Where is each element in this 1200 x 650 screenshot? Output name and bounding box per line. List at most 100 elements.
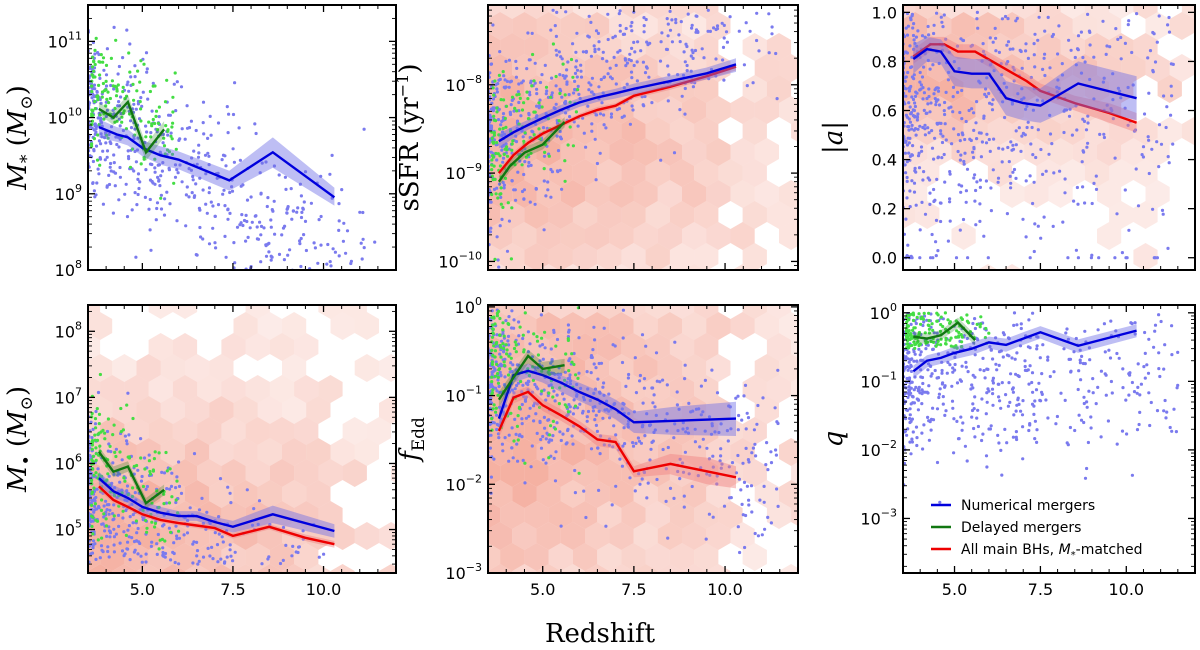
scatter-point-numerical [133, 127, 137, 131]
scatter-point-numerical [753, 531, 757, 536]
scatter-point-numerical [520, 189, 525, 194]
scatter-point-numerical [668, 9, 672, 13]
scatter-point-delayed [505, 145, 509, 149]
hexbin-cell [779, 222, 798, 250]
scatter-point-numerical [934, 240, 938, 244]
scatter-point-delayed [501, 205, 505, 209]
scatter-point-numerical [528, 406, 532, 410]
scatter-point-numerical [1003, 427, 1007, 431]
scatter-point-numerical [235, 225, 240, 229]
scatter-point-numerical [589, 83, 593, 87]
scatter-point-numerical [507, 343, 511, 347]
scatter-point-delayed [518, 325, 522, 329]
scatter-point-numerical [166, 133, 170, 137]
scatter-point-numerical [905, 179, 909, 183]
scatter-point-numerical [1077, 413, 1081, 417]
scatter-point-delayed [526, 153, 530, 157]
scatter-point-numerical [582, 489, 586, 493]
scatter-point-numerical [144, 168, 148, 172]
scatter-point-numerical [229, 554, 233, 558]
hexbin-cell [330, 564, 355, 573]
scatter-point-delayed [133, 133, 137, 137]
scatter-point-numerical [169, 558, 173, 562]
scatter-point-numerical [906, 125, 910, 129]
scatter-point-delayed [495, 106, 499, 110]
scatter-point-numerical [766, 515, 770, 520]
scatter-point-numerical [920, 402, 924, 406]
scatter-point-numerical [123, 552, 127, 556]
scatter-point-delayed [90, 142, 94, 146]
scatter-point-numerical [554, 450, 558, 454]
scatter-point-numerical [685, 426, 689, 430]
scatter-point-numerical [905, 254, 909, 258]
scatter-point-numerical [560, 95, 564, 99]
scatter-point-numerical [111, 511, 115, 516]
scatter-point-numerical [174, 486, 178, 490]
scatter-point-delayed [493, 322, 497, 326]
scatter-point-numerical [497, 384, 501, 389]
scatter-point-numerical [926, 58, 930, 63]
scatter-point-numerical [1032, 249, 1036, 254]
scatter-point-delayed [493, 257, 497, 261]
hexbin-cell [609, 312, 634, 340]
scatter-point-numerical [520, 390, 524, 394]
hexbin-cell [354, 312, 379, 340]
scatter-point-numerical [567, 330, 571, 334]
hexbin-cell [318, 305, 343, 319]
scatter-point-numerical [919, 145, 924, 149]
scatter-point-numerical [121, 516, 125, 520]
scatter-point-delayed [503, 176, 508, 180]
scatter-point-numerical [107, 555, 111, 559]
hexbin-cell [1036, 33, 1061, 61]
hexbin-cell [245, 417, 270, 445]
scatter-point-delayed [499, 345, 503, 349]
scatter-point-numerical [521, 135, 525, 139]
scatter-point-delayed [90, 439, 95, 443]
scatter-point-numerical [516, 459, 520, 463]
scatter-point-numerical [195, 540, 199, 545]
scatter-point-numerical [1068, 107, 1072, 111]
scatter-point-numerical [127, 524, 131, 528]
scatter-point-numerical [90, 96, 94, 100]
scatter-point-numerical [107, 442, 111, 446]
scatter-point-numerical [572, 351, 576, 356]
scatter-point-numerical [162, 213, 167, 217]
scatter-point-numerical [216, 203, 221, 207]
scatter-point-numerical [514, 75, 519, 79]
scatter-point-numerical [566, 323, 571, 327]
hexbin-cell [730, 180, 755, 208]
scatter-point-numerical [905, 196, 909, 200]
scatter-point-numerical [298, 239, 302, 243]
scatter-point-numerical [676, 429, 680, 433]
scatter-point-delayed [521, 333, 525, 337]
hexbin-cell [548, 5, 573, 19]
scatter-point-numerical [575, 393, 579, 397]
scatter-point-delayed [90, 478, 94, 482]
scatter-point-delayed [499, 186, 503, 190]
scatter-point-numerical [93, 132, 97, 136]
scatter-point-numerical [101, 149, 105, 153]
scatter-point-numerical [602, 326, 606, 330]
scatter-point-delayed [90, 122, 94, 126]
scatter-point-numerical [939, 201, 943, 205]
scatter-point-numerical [179, 85, 184, 89]
scatter-point-delayed [504, 125, 508, 129]
scatter-point-numerical [587, 14, 591, 18]
scatter-point-numerical [1126, 23, 1130, 27]
hexbin-cell [730, 222, 755, 250]
scatter-point-numerical [617, 12, 621, 16]
scatter-point-numerical [1033, 419, 1037, 423]
hexbin-cell [1001, 264, 1023, 270]
scatter-point-delayed [90, 447, 94, 451]
hexbin-cell [694, 375, 719, 403]
hexbin-cell [609, 96, 634, 124]
scatter-point-numerical [123, 192, 127, 196]
scatter-point-numerical [725, 40, 730, 44]
scatter-point-numerical [180, 180, 184, 184]
scatter-point-numerical [1085, 466, 1089, 471]
scatter-point-delayed [493, 374, 497, 378]
scatter-point-numerical [742, 480, 747, 484]
scatter-point-numerical [559, 524, 563, 528]
scatter-point-numerical [563, 370, 568, 374]
scatter-point-numerical [719, 454, 723, 458]
